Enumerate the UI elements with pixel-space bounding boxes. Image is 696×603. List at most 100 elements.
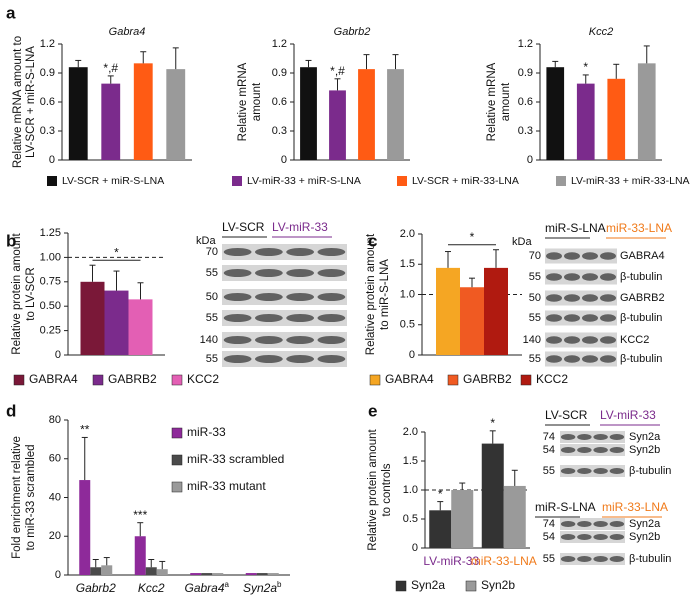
blot-marker: 70	[529, 250, 541, 262]
bar	[267, 573, 279, 575]
category-name: Gabrb2	[76, 581, 116, 595]
y-tick-label: 0	[55, 349, 61, 361]
y-tick-label: 0.50	[40, 300, 61, 312]
significance: *	[490, 416, 495, 430]
legend-label: miR-33 scrambled	[187, 452, 284, 466]
blot-band	[609, 434, 625, 440]
blot-band-bg	[222, 332, 347, 348]
blot-band	[577, 521, 592, 527]
bar	[358, 69, 375, 160]
panel-label: b	[6, 231, 16, 250]
blot-band	[223, 248, 252, 256]
y-tick-label: 0.9	[272, 67, 287, 79]
category-name: Kcc2	[138, 581, 165, 595]
x-tick-label: Kcc2	[138, 581, 165, 595]
blot-band	[582, 336, 598, 344]
x-tick-label: LV-miR-33	[423, 554, 479, 568]
y-tick-label: 0	[409, 349, 415, 361]
blot-band	[254, 293, 283, 301]
blot-band	[564, 314, 580, 322]
blot-band	[593, 447, 608, 453]
blot-band	[223, 314, 252, 322]
blot-protein: GABRA4	[620, 250, 665, 262]
bar	[166, 69, 186, 160]
blot-band-bg	[560, 531, 625, 543]
category-superscript: a	[225, 580, 230, 589]
y-tick-label: 0.25	[40, 325, 61, 337]
y-tick-label: 80	[49, 414, 61, 426]
blot-marker: 54	[543, 444, 555, 456]
blot-band	[600, 273, 616, 281]
blot-band	[317, 248, 346, 256]
legend-swatch	[465, 580, 477, 592]
blot-band	[593, 556, 608, 562]
y-tick-label: 0.3	[40, 125, 55, 137]
blot-band	[560, 468, 576, 474]
blot-band	[582, 252, 598, 260]
blot-band	[609, 447, 625, 453]
y-tick-label: 1.2	[272, 38, 287, 50]
y-axis-label: Relative protein amount	[11, 232, 23, 354]
bar	[637, 63, 656, 161]
category-name: LV-miR-33	[423, 554, 479, 568]
bar	[503, 485, 526, 548]
blot-band	[286, 293, 315, 301]
blot-header: LV-SCR	[222, 220, 265, 234]
bar	[101, 83, 121, 160]
blot-marker: 74	[543, 518, 555, 530]
blot-band	[582, 294, 598, 302]
y-tick-label: 20	[49, 530, 61, 542]
blot-protein: β-tubulin	[629, 553, 671, 565]
significance: *	[470, 230, 475, 244]
blot-band-bg	[222, 310, 347, 326]
blot-marker: 50	[529, 292, 541, 304]
y-tick-label: 1.0	[403, 484, 418, 496]
blot-marker: 140	[200, 334, 218, 346]
blot-band	[609, 534, 625, 540]
blot-header: LV-SCR	[545, 408, 588, 422]
blot-protein: GABRB2	[620, 292, 665, 304]
y-tick-label: 0	[281, 154, 287, 166]
blot-band	[317, 314, 346, 322]
blot-marker: 140	[523, 334, 541, 346]
blot-protein: Syn2b	[629, 531, 660, 543]
bar	[436, 267, 460, 355]
y-tick-label: 1.5	[400, 258, 415, 270]
blot-band	[546, 355, 562, 363]
blot-marker: 74	[543, 431, 555, 443]
blot-marker: 55	[529, 312, 541, 324]
blot-protein: Syn2a	[629, 431, 661, 443]
blot-band	[254, 336, 283, 344]
bar	[90, 567, 102, 575]
blot-band	[600, 252, 616, 260]
y-axis-label: Relative mRNA amount to	[12, 36, 24, 168]
blot-band	[223, 293, 252, 301]
blot-protein: β-tubulin	[629, 465, 671, 477]
blot-band	[546, 336, 562, 344]
blot-header: LV-miR-33	[272, 220, 328, 234]
blot-band	[593, 534, 608, 540]
legend-swatch	[13, 374, 25, 386]
blot-band	[254, 355, 283, 363]
bar	[79, 480, 91, 575]
blot-band	[546, 273, 562, 281]
blot-band	[577, 434, 592, 440]
blot-band	[560, 534, 576, 540]
y-tick-label: 1.5	[403, 455, 418, 467]
y-axis-label: amount	[251, 82, 263, 121]
legend-label: miR-33 mutant	[187, 479, 266, 493]
y-tick-label: 0.5	[400, 319, 415, 331]
blot-band-bg	[222, 289, 347, 305]
bar	[156, 569, 168, 575]
chart-title: Kcc2	[589, 26, 613, 38]
y-tick-label: 0.6	[40, 96, 55, 108]
blot-band	[577, 468, 592, 474]
y-axis-label: LV-SCR + miR-S-LNA	[25, 46, 37, 158]
blot-unit: kDa	[512, 236, 532, 248]
blot-band	[600, 314, 616, 322]
y-tick-label: 0.9	[518, 67, 533, 79]
y-axis-label: to controls	[381, 463, 393, 516]
y-tick-label: 0	[527, 154, 533, 166]
legend-label: Syn2b	[481, 578, 515, 592]
legend-label: KCC2	[536, 372, 568, 386]
